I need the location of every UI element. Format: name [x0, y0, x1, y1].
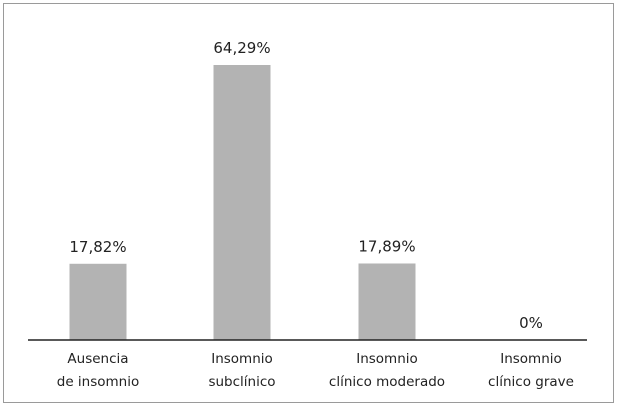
category-label-0-line-0: Ausencia: [67, 351, 128, 367]
bar-2: [358, 263, 416, 340]
bar-1: [213, 65, 271, 340]
category-label-3-line-1: clínico grave: [488, 374, 574, 390]
data-label-0: 17,82%: [69, 238, 126, 256]
category-label-1-line-1: subclínico: [208, 374, 275, 390]
category-label-1-line-0: Insomnio: [211, 351, 273, 367]
data-label-1: 64,29%: [213, 39, 270, 57]
data-labels-group: 17,82% 64,29% 17,89% 0%: [69, 39, 543, 332]
category-label-0-line-1: de insomnio: [57, 374, 139, 390]
bar-0: [69, 263, 127, 340]
category-label-2-line-1: clínico moderado: [329, 374, 445, 390]
data-label-2: 17,89%: [358, 237, 415, 255]
data-label-3: 0%: [519, 314, 543, 332]
category-label-2-line-0: Insomnio: [356, 351, 418, 367]
category-labels-group: Ausencia de insomnio Insomnio subclínico Ins…: [57, 351, 574, 390]
category-label-3-line-0: Insomnio: [500, 351, 562, 367]
bars-group: [69, 65, 416, 340]
